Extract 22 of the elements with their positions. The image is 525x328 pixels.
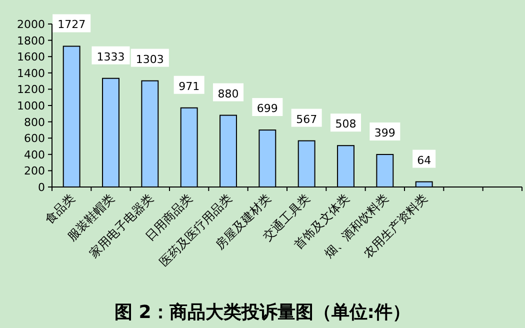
data-label: 64: [417, 154, 432, 167]
y-tick-label: 0: [38, 181, 45, 194]
y-tick-label: 600: [24, 132, 45, 146]
y-tick-label: 1800: [17, 34, 45, 48]
y-tick-label: 1200: [17, 83, 45, 96]
y-tick-label: 800: [24, 116, 45, 129]
data-label: 1303: [136, 52, 164, 66]
data-label: 699: [256, 102, 278, 116]
text: 图 2：商品大类投诉量图（单位:件）: [114, 302, 410, 323]
y-tick-label: 1400: [17, 66, 45, 80]
y-tick-label: 1000: [17, 100, 45, 112]
data-label: 399: [374, 126, 396, 140]
y-tick-label: 2000: [17, 18, 45, 31]
data-label: 1333: [96, 50, 125, 64]
data-label: 971: [178, 80, 200, 93]
data-label: 1727: [58, 18, 86, 32]
data-label: 567: [296, 112, 318, 126]
y-tick-label: 200: [24, 164, 45, 178]
y-tick-label: 400: [24, 148, 45, 162]
data-label: 508: [335, 118, 356, 131]
data-label: 880: [218, 87, 239, 100]
y-tick-label: 1600: [17, 50, 45, 64]
